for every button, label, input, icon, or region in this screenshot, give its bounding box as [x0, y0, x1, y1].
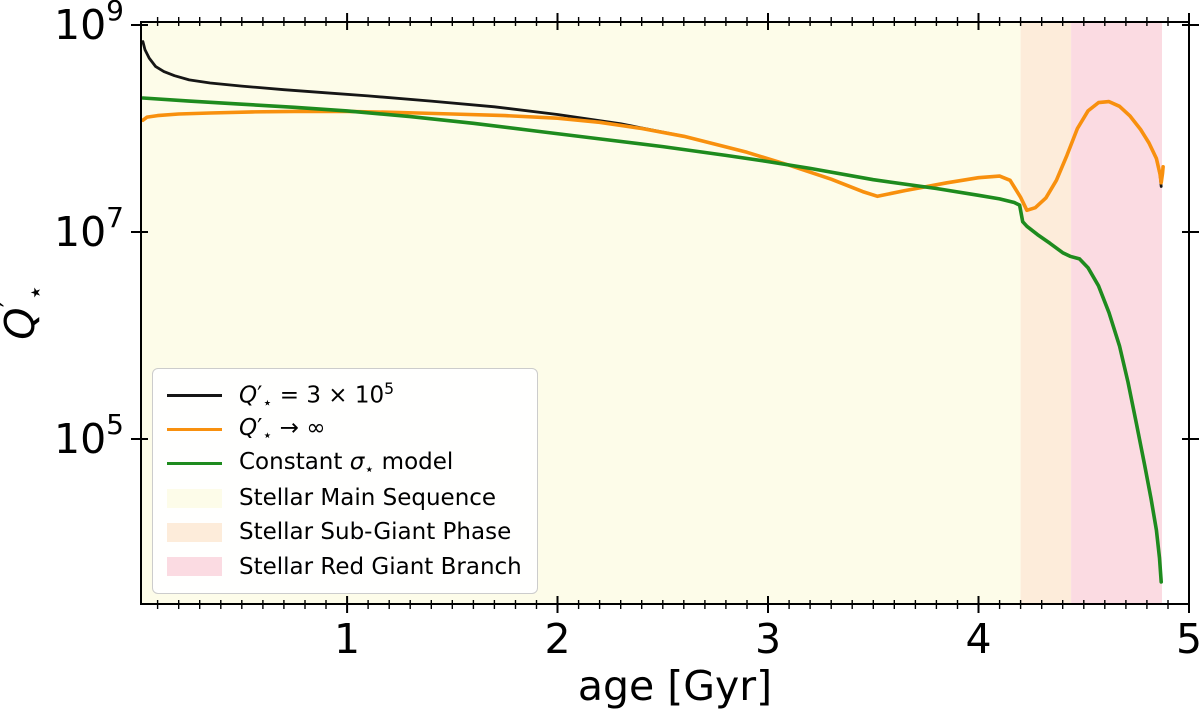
x-tick-label: 5: [1176, 615, 1200, 663]
legend-swatch-shape: [167, 393, 222, 397]
legend-label: Q′⋆ = 3 × 105: [239, 379, 394, 412]
x-tick-label: 1: [334, 615, 360, 663]
legend-label: Stellar Main Sequence: [239, 485, 496, 511]
legend-label-part: ′: [257, 382, 263, 409]
legend-patch-swatch: [167, 522, 222, 542]
legend-label-part: ′: [257, 414, 263, 441]
legend-row-1: Q′⋆ → ∞: [167, 412, 523, 446]
legend-line-swatch: [167, 462, 222, 466]
y-tick-label: 109: [54, 0, 124, 49]
legend-label-part: Q: [239, 414, 258, 441]
axis-spines: [140, 21, 1190, 605]
y-tick-label: 107: [54, 201, 124, 256]
legend: Q′⋆ = 3 × 105 Q′⋆ → ∞ Constant σ⋆ model Ste…: [152, 368, 538, 594]
legend-label-part: σ: [349, 449, 365, 475]
legend-swatch-shape: [167, 557, 222, 577]
x-tick-label: 2: [544, 615, 570, 663]
legend-row-3: Stellar Main Sequence: [167, 481, 523, 515]
legend-label: Stellar Red Giant Branch: [239, 554, 522, 580]
legend-label-part: Stellar Main Sequence: [239, 485, 497, 512]
x-tick-label: 4: [965, 615, 991, 663]
x-tick-label: 3: [755, 615, 781, 663]
legend-label-part: Stellar Sub-Giant Phase: [239, 519, 512, 546]
legend-label-part: Q: [239, 382, 258, 409]
legend-label: Stellar Sub-Giant Phase: [239, 519, 511, 545]
legend-label-part: ⋆: [364, 459, 375, 479]
legend-row-4: Stellar Sub-Giant Phase: [167, 515, 523, 549]
legend-swatch-shape: [167, 427, 222, 431]
legend-swatch-shape: [167, 462, 222, 466]
legend-label: Q′⋆ → ∞: [239, 415, 325, 445]
legend-row-5: Stellar Red Giant Branch: [167, 550, 523, 584]
tick-labels: 1 2 3 4 5 109 107 105: [54, 0, 1200, 663]
y-tick-label: 105: [54, 408, 124, 463]
band-stellar-red-giant-branch: [1071, 22, 1162, 604]
legend-label-part: ⋆: [262, 392, 273, 412]
curves: [141, 40, 1165, 584]
legend-label-part: → ∞: [272, 414, 326, 441]
legend-label: Constant σ⋆ model: [239, 449, 453, 479]
x-axis-label: age [Gyr]: [578, 662, 772, 710]
legend-patch-swatch: [167, 557, 222, 577]
band-stellar-sub-giant-phase: [1020, 22, 1072, 604]
legend-label-part: Constant: [239, 449, 350, 475]
legend-label-part: Stellar Red Giant Branch: [239, 553, 522, 580]
legend-label-part: = 3 × 10: [272, 382, 385, 409]
series-line-2: [141, 96, 1163, 584]
axis-ticks: [131, 13, 1199, 613]
legend-swatch-shape: [167, 488, 222, 508]
legend-label-part: ⋆: [262, 425, 273, 445]
y-axis-label: Q′⋆: [0, 284, 51, 339]
legend-line-swatch: [167, 393, 222, 397]
legend-label-part: 5: [384, 378, 395, 398]
legend-patch-swatch: [167, 488, 222, 508]
legend-line-swatch: [167, 427, 222, 431]
y-axis-label-text: Q′⋆: [0, 284, 51, 339]
legend-row-2: Constant σ⋆ model: [167, 447, 523, 481]
legend-row-0: Q′⋆ = 3 × 105: [167, 378, 523, 412]
legend-label-part: model: [374, 449, 454, 475]
legend-swatch-shape: [167, 522, 222, 542]
